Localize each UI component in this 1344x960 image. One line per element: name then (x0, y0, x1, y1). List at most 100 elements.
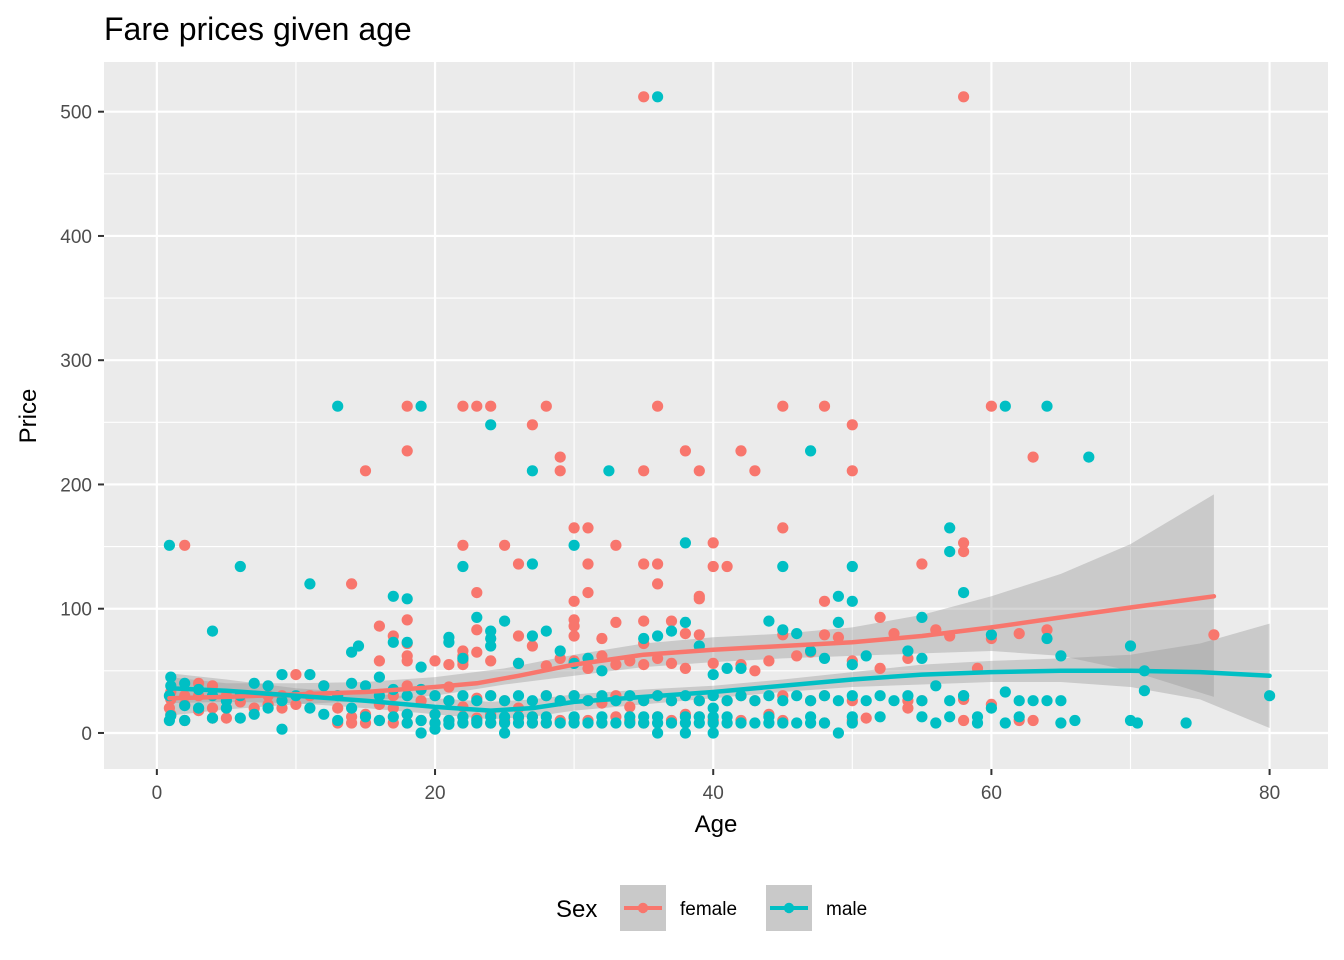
data-point-female (401, 400, 413, 412)
data-point-female (707, 657, 719, 670)
data-point-male (276, 695, 288, 707)
data-point-male (526, 695, 539, 707)
data-point-male (485, 717, 497, 729)
data-point-male (415, 661, 427, 673)
legend-label-male: male (826, 899, 867, 920)
data-point-male (179, 677, 191, 689)
data-point-male (179, 700, 191, 712)
data-point-female (818, 595, 831, 607)
axis-ticks (98, 110, 1271, 775)
data-point-male (443, 718, 455, 730)
y-tick-label: 300 (60, 351, 92, 372)
data-point-male (471, 717, 483, 729)
data-point-male (777, 560, 789, 573)
data-point-female (1013, 628, 1025, 640)
data-point-male (1027, 695, 1039, 707)
data-point-male (999, 400, 1011, 412)
data-point-male (401, 717, 413, 729)
data-point-female (526, 640, 539, 652)
data-point-female (638, 465, 650, 477)
data-point-male (429, 708, 441, 720)
data-point-male (1055, 717, 1067, 729)
data-point-male (832, 590, 845, 602)
data-point-female (638, 659, 650, 671)
data-point-female (749, 465, 761, 477)
data-point-male (1041, 632, 1053, 645)
data-point-male (652, 91, 664, 103)
data-point-male (415, 727, 427, 739)
data-point-female (346, 717, 358, 729)
data-point-male (846, 560, 858, 573)
data-point-female (763, 655, 775, 667)
data-point-male (999, 717, 1011, 729)
data-point-male (596, 717, 608, 729)
data-point-female (1027, 451, 1039, 463)
data-point-female (818, 629, 831, 641)
data-point-female (179, 539, 191, 551)
data-point-male (485, 640, 497, 652)
data-point-male (693, 717, 705, 729)
data-point-male (262, 680, 274, 692)
data-point-female (373, 620, 385, 632)
data-point-female (443, 659, 455, 671)
data-point-female (540, 400, 552, 412)
data-point-female (679, 662, 692, 675)
data-point-female (554, 451, 566, 463)
data-point-male (791, 717, 803, 729)
data-point-male (930, 717, 942, 729)
data-point-male (596, 665, 608, 677)
data-point-female (512, 630, 525, 642)
data-point-female (332, 702, 344, 714)
data-point-male (165, 710, 177, 722)
data-point-female (429, 655, 441, 667)
x-axis-title: Age (695, 811, 738, 838)
data-point-male (916, 711, 928, 723)
data-point-female (665, 657, 678, 670)
data-point-female (401, 445, 413, 457)
data-point-female (777, 400, 789, 412)
data-point-male (387, 590, 399, 602)
data-point-male (499, 727, 511, 739)
data-point-male (304, 578, 316, 590)
data-point-female (693, 629, 705, 641)
data-point-male (832, 616, 845, 629)
data-point-female (652, 400, 664, 412)
data-point-male (610, 717, 622, 729)
data-point-female (902, 702, 914, 714)
data-point-male (568, 539, 580, 551)
data-point-male (818, 652, 831, 665)
data-point-male (276, 723, 288, 735)
y-tick-label: 100 (60, 600, 92, 621)
y-tick-labels: 0 100 200 300 400 500 (60, 103, 92, 745)
data-point-male (721, 717, 733, 729)
data-point-male (359, 680, 372, 692)
data-point-male (916, 652, 928, 665)
data-point-female (958, 91, 970, 103)
data-point-female (846, 465, 858, 477)
data-point-male (1131, 717, 1143, 729)
data-point-male (415, 400, 427, 412)
data-point-male (958, 690, 970, 702)
data-point-male (443, 695, 455, 707)
data-point-female (638, 91, 650, 103)
data-point-male (193, 702, 205, 714)
data-point-female (290, 669, 302, 681)
data-point-male (499, 695, 511, 707)
data-point-female (526, 419, 539, 431)
data-point-female (582, 662, 594, 675)
data-point-male (707, 727, 719, 739)
data-point-male (749, 717, 761, 729)
data-point-male (499, 615, 511, 627)
data-point-male (846, 595, 858, 607)
x-tick-label: 0 (152, 783, 163, 804)
data-point-male (832, 727, 845, 739)
data-point-male (985, 629, 998, 641)
data-point-male (693, 695, 705, 707)
data-point-male (818, 717, 831, 729)
data-point-male (846, 659, 858, 671)
data-point-male (665, 625, 678, 637)
data-point-male (1138, 685, 1150, 697)
data-point-male (471, 611, 483, 624)
data-point-female (624, 701, 636, 713)
data-point-female (958, 714, 970, 727)
